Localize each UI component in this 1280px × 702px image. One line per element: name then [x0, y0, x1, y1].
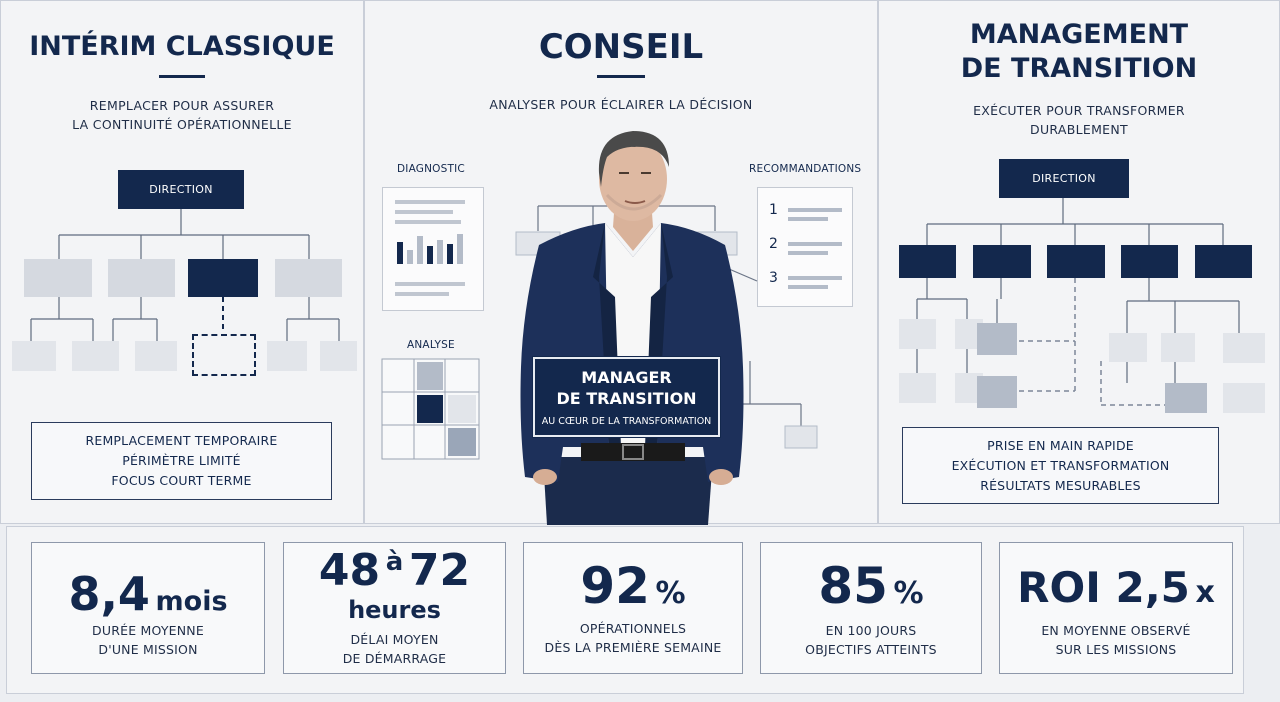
conseil-subtitle: ANALYSER POUR ÉCLAIRER LA DÉCISION	[489, 97, 753, 112]
manager-label-box: MANAGER DE TRANSITION AU CŒUR DE LA TRAN…	[532, 356, 721, 438]
stat-operationnels-label-1: OPÉRATIONNELS	[579, 621, 687, 636]
management-org-leaf	[1223, 383, 1265, 413]
reco-number-1: 1	[769, 202, 778, 218]
management-features-box: PRISE EN MAIN RAPIDE EXÉCUTION ET TRANSF…	[902, 427, 1219, 504]
stat-duree-unit: mois	[155, 586, 228, 617]
stat-delai-unit: heures	[348, 596, 441, 624]
manager-label-line2: DE TRANSITION	[556, 389, 697, 408]
management-org-node	[973, 245, 1031, 278]
recommandations-label: RECOMMANDATIONS	[749, 163, 862, 175]
analyse-label: ANALYSE	[407, 339, 455, 351]
management-org-node	[1121, 245, 1178, 278]
manager-portrait	[520, 131, 744, 525]
management-title-line2: DE TRANSITION	[960, 53, 1198, 84]
manager-label-line1: MANAGER	[581, 368, 672, 387]
recommandations-document: 1 2 3	[757, 187, 853, 307]
stat-delai-value: 48 à 72	[284, 549, 505, 593]
management-feature-1: PRISE EN MAIN RAPIDE	[987, 437, 1134, 453]
interim-org-node-highlight	[188, 259, 258, 297]
stat-duree-label-1: DURÉE MOYENNE	[92, 623, 204, 638]
interim-org-node	[108, 259, 175, 297]
interim-subtitle-line1: REMPLACER POUR ASSURER	[89, 98, 275, 113]
management-org-node	[899, 245, 956, 278]
stat-delai-label-1: DÉLAI MOYEN	[350, 632, 439, 647]
stat-card-duree: 8,4 mois DURÉE MOYENNE D'UNE MISSION	[31, 542, 265, 674]
interim-org-node	[275, 259, 342, 297]
management-org-leaf	[1109, 333, 1147, 362]
stat-objectifs-label-2: OBJECTIFS ATTEINTS	[805, 642, 937, 657]
stat-objectifs-value: 85 %	[761, 561, 981, 611]
stat-delai-connector: à	[385, 547, 404, 577]
diagnostic-label: DIAGNOSTIC	[397, 163, 465, 175]
interim-title: INTÉRIM CLASSIQUE	[29, 31, 335, 62]
management-subtitle-line2: DURABLEMENT	[1030, 122, 1128, 137]
interim-org-node	[24, 259, 92, 297]
stats-strip: 8,4 mois DURÉE MOYENNE D'UNE MISSION 48 …	[6, 526, 1244, 694]
analyse-matrix	[381, 358, 480, 460]
stat-delai-label-2: DE DÉMARRAGE	[342, 651, 447, 666]
interim-features-box: REMPLACEMENT TEMPORAIRE PÉRIMÈTRE LIMITÉ…	[31, 422, 332, 500]
conseil-title: CONSEIL	[538, 27, 704, 67]
stat-operationnels-unit: %	[655, 576, 686, 611]
stat-roi-label-1: EN MOYENNE OBSERVÉ	[1041, 623, 1191, 638]
interim-feature-1: REMPLACEMENT TEMPORAIRE	[85, 433, 278, 448]
management-org-connectors	[916, 198, 1240, 406]
stat-objectifs-unit: %	[893, 576, 924, 611]
management-title-line1: MANAGEMENT	[969, 19, 1189, 50]
stat-card-operationnels: 92 % OPÉRATIONNELS DÈS LA PREMIÈRE SEMAI…	[523, 542, 743, 674]
management-org-leaf	[1223, 333, 1265, 363]
stat-roi-number: ROI 2,5	[1017, 563, 1190, 612]
stat-operationnels-number: 92	[580, 557, 650, 615]
reco-number-2: 2	[769, 236, 778, 252]
interim-org-leaf	[135, 341, 177, 371]
stat-objectifs-number: 85	[818, 557, 888, 615]
management-org-leaf-active	[977, 376, 1017, 408]
management-feature-3: RÉSULTATS MESURABLES	[980, 477, 1141, 493]
management-feature-2: EXÉCUTION ET TRANSFORMATION	[951, 457, 1170, 473]
interim-vacant-position	[192, 334, 256, 376]
interim-feature-3: FOCUS COURT TERME	[111, 473, 252, 488]
interim-feature-2: PÉRIMÈTRE LIMITÉ	[122, 453, 241, 468]
management-org-leaf-active	[1165, 383, 1207, 413]
interim-org-leaf	[72, 341, 119, 371]
interim-org-leaf	[12, 341, 56, 371]
stat-roi-value: ROI 2,5 x	[1000, 567, 1232, 609]
diagnostic-document	[382, 187, 484, 311]
stat-card-delai: 48 à 72 heures DÉLAI MOYEN DE DÉMARRAGE	[283, 542, 506, 674]
interim-column: INTÉRIM CLASSIQUE REMPLACER POUR ASSURER…	[0, 0, 364, 524]
stat-roi-unit: x	[1195, 575, 1215, 610]
conseil-column: CONSEIL ANALYSER POUR ÉCLAIRER LA DÉCISI…	[364, 0, 878, 525]
management-org-node	[1047, 245, 1105, 278]
management-org-leaf	[899, 373, 936, 403]
interim-subtitle-line2: LA CONTINUITÉ OPÉRATIONNELLE	[72, 117, 292, 132]
management-org-leaf-active	[977, 323, 1017, 355]
management-direction-box: DIRECTION	[999, 159, 1129, 198]
stat-delai-number-2: 72	[408, 545, 471, 596]
interim-direction-box: DIRECTION	[118, 170, 244, 209]
management-subtitle-line1: EXÉCUTER POUR TRANSFORMER	[973, 103, 1185, 118]
interim-title-rule	[159, 75, 205, 78]
stat-objectifs-label-1: EN 100 JOURS	[825, 623, 917, 638]
stat-roi-label-2: SUR LES MISSIONS	[1055, 642, 1177, 657]
stat-operationnels-label-2: DÈS LA PREMIÈRE SEMAINE	[544, 640, 722, 655]
stat-card-roi: ROI 2,5 x EN MOYENNE OBSERVÉ SUR LES MIS…	[999, 542, 1233, 674]
stat-duree-value: 8,4 mois	[32, 571, 264, 617]
interim-org-leaf	[320, 341, 357, 371]
manager-label-line3: AU CŒUR DE LA TRANSFORMATION	[541, 416, 712, 427]
management-org-node	[1195, 245, 1252, 278]
stat-card-objectifs: 85 % EN 100 JOURS OBJECTIFS ATTEINTS	[760, 542, 982, 674]
diagnostic-chart-icon	[395, 200, 465, 296]
reco-number-3: 3	[769, 270, 778, 286]
reco-lines-icon	[788, 208, 842, 289]
interim-org-connectors	[30, 209, 340, 341]
stat-operationnels-value: 92 %	[524, 561, 742, 611]
conseil-title-rule	[597, 75, 645, 78]
management-org-leaf	[899, 319, 936, 349]
interim-org-leaf	[267, 341, 307, 371]
stat-delai-number-1: 48	[318, 545, 381, 596]
management-org-leaf	[1161, 333, 1195, 362]
management-column: MANAGEMENT DE TRANSITION EXÉCUTER POUR T…	[878, 0, 1280, 524]
stat-duree-number: 8,4	[68, 567, 150, 621]
stat-duree-label-2: D'UNE MISSION	[98, 642, 198, 657]
